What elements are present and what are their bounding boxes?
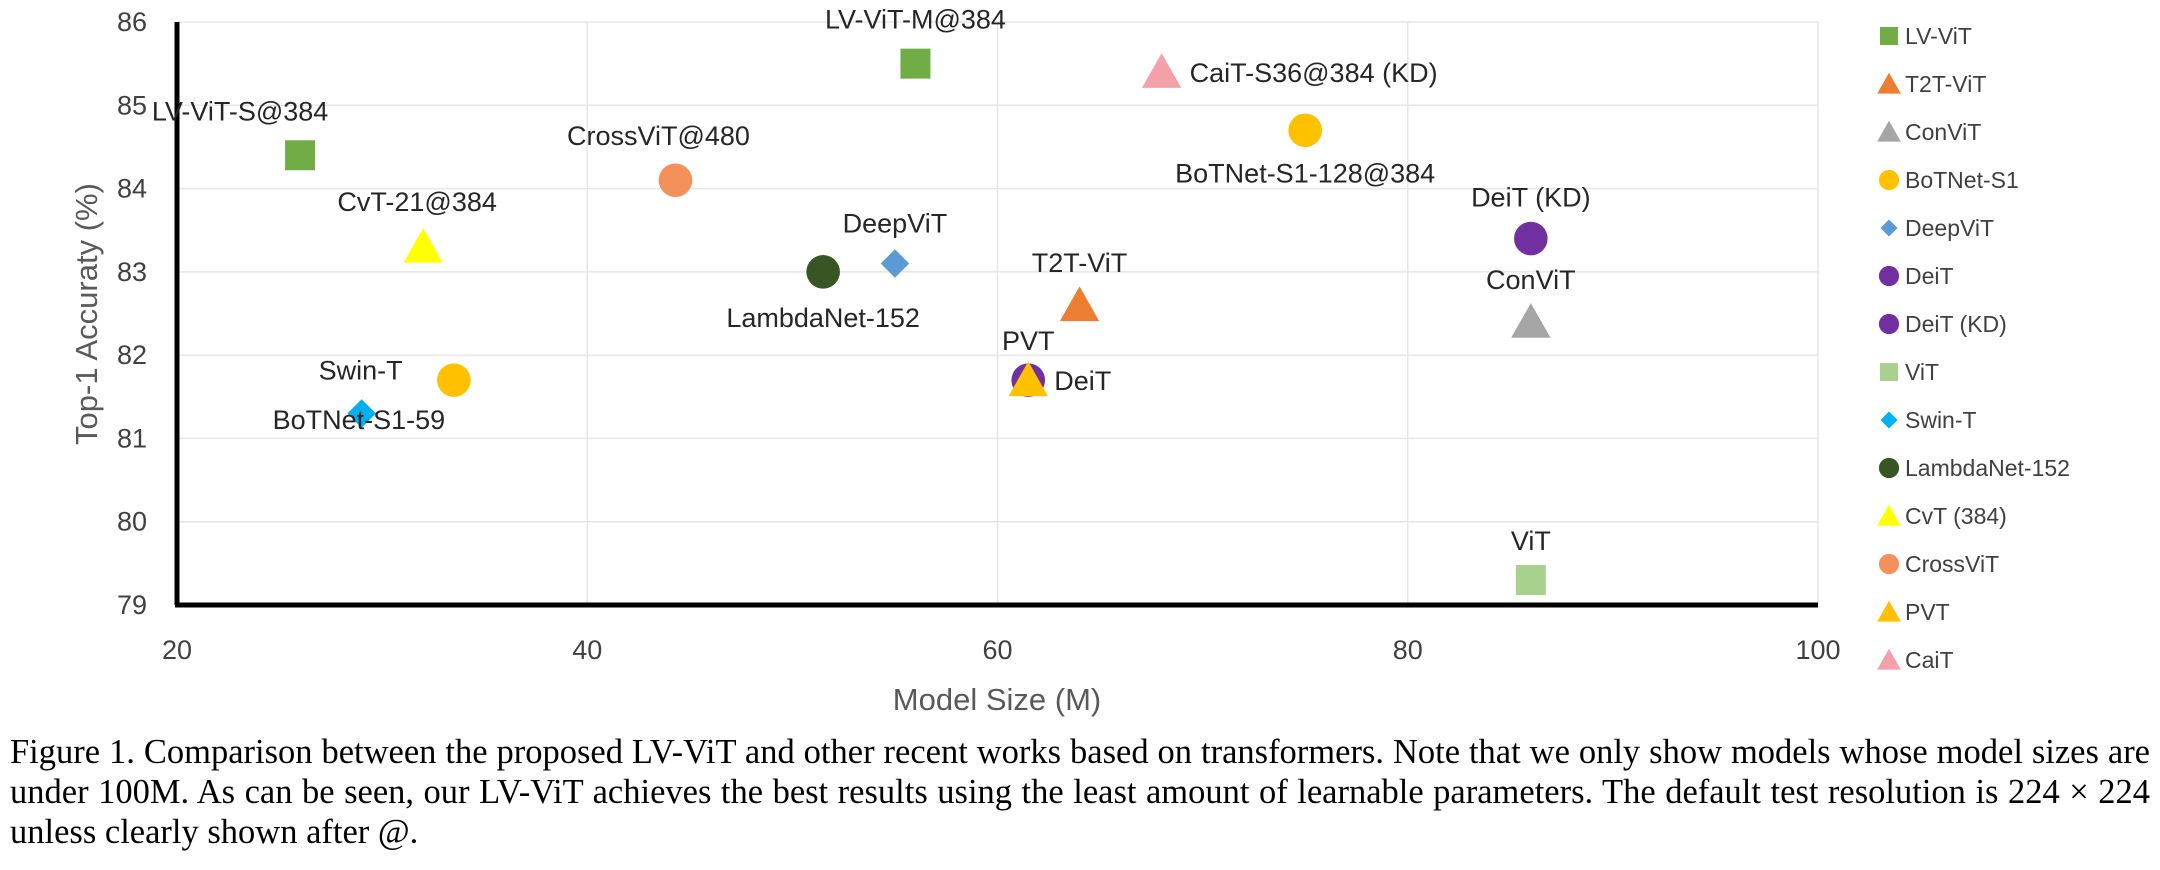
point-cait-s36-384-kd xyxy=(1141,53,1182,88)
tick-labels: 79 80 81 82 83 84 85 86 20 40 60 80 100 xyxy=(117,7,1841,665)
point-label-t2t-vit: T2T-ViT xyxy=(1032,248,1128,278)
y-tick-label: 82 xyxy=(117,340,147,370)
point-vit xyxy=(1515,565,1546,596)
legend: LV-ViT T2T-ViT ConViT BoTNet-S1 DeepViT DeiT D… xyxy=(1877,23,2070,673)
legend-marker-deit-kd xyxy=(1878,313,1900,335)
data-points xyxy=(285,48,1551,596)
point-label-lambdanet-152: LambdaNet-152 xyxy=(726,303,920,333)
point-label-cvt-21-384: CvT-21@384 xyxy=(337,187,496,217)
legend-item-cait: CaiT xyxy=(1877,647,1954,673)
x-tick-label: 40 xyxy=(572,635,602,665)
axes xyxy=(174,22,1818,608)
point-label-cait-s36-384-kd: CaiT-S36@384 (KD) xyxy=(1190,58,1438,88)
legend-item-deit-kd: DeiT (KD) xyxy=(1878,311,2007,337)
legend-marker-swin-t xyxy=(1880,411,1898,429)
y-tick-label: 83 xyxy=(117,257,147,287)
figure-caption: Figure 1. Comparison between the propose… xyxy=(10,733,2150,851)
point-deit-kd xyxy=(1514,221,1548,256)
y-tick-label: 79 xyxy=(117,590,147,620)
legend-item-pvt: PVT xyxy=(1877,599,1950,625)
point-label-convit: ConViT xyxy=(1486,265,1576,295)
legend-label: ViT xyxy=(1905,359,1939,385)
point-swin-t xyxy=(347,399,376,428)
legend-label: DeepViT xyxy=(1905,215,1994,241)
y-tick-label: 85 xyxy=(117,90,147,120)
legend-label: DeiT (KD) xyxy=(1905,311,2007,337)
gridlines xyxy=(177,21,1819,606)
point-label-vit: ViT xyxy=(1511,526,1551,556)
point-lv-vit-m-384 xyxy=(900,48,931,79)
scatter-chart: 79 80 81 82 83 84 85 86 20 40 60 80 100 Model Size (… xyxy=(69,5,2070,717)
point-botnet-s1-59 xyxy=(437,363,471,397)
y-tick-label: 80 xyxy=(117,507,147,537)
point-deepvit xyxy=(880,249,910,278)
legend-marker-vit xyxy=(1880,363,1898,381)
y-tick-label: 86 xyxy=(117,7,147,37)
y-tick-label: 81 xyxy=(117,423,147,453)
legend-marker-pvt xyxy=(1877,600,1901,622)
x-tick-label: 60 xyxy=(982,635,1012,665)
legend-marker-lv-vit xyxy=(1880,27,1898,45)
legend-label: LV-ViT xyxy=(1905,23,1972,49)
legend-marker-cvt-384 xyxy=(1877,504,1901,526)
point-pvt xyxy=(1008,361,1048,397)
point-label-lv-vit-s-384: LV-ViT-S@384 xyxy=(152,96,329,126)
point-label-deepvit: DeepViT xyxy=(843,209,948,239)
legend-item-t2t-vit: T2T-ViT xyxy=(1877,71,1986,97)
legend-marker-lambdanet-152 xyxy=(1878,457,1900,479)
point-lambdanet-152 xyxy=(806,255,840,289)
legend-label: Swin-T xyxy=(1905,407,1977,433)
legend-marker-crossvit xyxy=(1878,553,1900,575)
x-tick-label: 100 xyxy=(1795,635,1840,665)
legend-label: T2T-ViT xyxy=(1905,71,1986,97)
legend-label: CrossViT xyxy=(1905,551,1999,577)
legend-item-lambdanet-152: LambdaNet-152 xyxy=(1878,455,2070,481)
legend-item-lv-vit: LV-ViT xyxy=(1880,23,1972,49)
legend-label: CvT (384) xyxy=(1905,503,2007,529)
legend-label: PVT xyxy=(1905,599,1950,625)
legend-item-crossvit: CrossViT xyxy=(1878,551,1999,577)
legend-label: CaiT xyxy=(1905,647,1954,673)
legend-label: DeiT xyxy=(1905,263,1954,289)
point-cvt-21-384 xyxy=(403,228,443,263)
point-label-lv-vit-m-384: LV-ViT-M@384 xyxy=(825,5,1006,35)
legend-marker-cait xyxy=(1877,648,1901,670)
x-tick-label: 20 xyxy=(162,635,192,665)
y-axis-title: Top-1 Accuraty (%) xyxy=(69,183,104,445)
y-tick-label: 84 xyxy=(117,174,147,204)
legend-item-cvt-384: CvT (384) xyxy=(1877,503,2007,529)
point-label-botnet-s1-128-384: BoTNet-S1-128@384 xyxy=(1175,158,1435,188)
point-convit xyxy=(1511,303,1551,338)
point-labels: LV-ViT-S@384 LV-ViT-M@384 T2T-ViT ConViT BoT… xyxy=(152,5,1591,556)
legend-marker-deit xyxy=(1878,265,1900,287)
point-label-crossvit-480: CrossViT@480 xyxy=(567,121,750,151)
point-lv-vit-s-384 xyxy=(285,140,316,171)
point-label-deit: DeiT xyxy=(1054,366,1111,396)
legend-item-botnet-s1: BoTNet-S1 xyxy=(1878,167,2019,193)
legend-label: ConViT xyxy=(1905,119,1981,145)
point-label-botnet-s1-59: BoTNet-S1-59 xyxy=(273,405,446,435)
point-t2t-vit xyxy=(1059,286,1100,322)
legend-label: LambdaNet-152 xyxy=(1905,455,2070,481)
point-label-deit-kd: DeiT (KD) xyxy=(1471,183,1591,213)
point-label-swin-t: Swin-T xyxy=(319,355,403,385)
legend-marker-t2t-vit xyxy=(1877,72,1901,94)
legend-label: BoTNet-S1 xyxy=(1905,167,2019,193)
x-tick-label: 80 xyxy=(1393,635,1423,665)
legend-item-vit: ViT xyxy=(1880,359,1939,385)
x-axis-title: Model Size (M) xyxy=(893,682,1101,717)
legend-marker-botnet-s1 xyxy=(1878,169,1900,191)
legend-marker-convit xyxy=(1877,120,1901,142)
legend-item-deit: DeiT xyxy=(1878,263,1954,289)
legend-item-deepvit: DeepViT xyxy=(1880,215,1994,241)
point-botnet-s1-128-384 xyxy=(1288,113,1322,148)
point-label-pvt: PVT xyxy=(1002,326,1055,356)
legend-item-swin-t: Swin-T xyxy=(1880,407,1977,433)
legend-marker-deepvit xyxy=(1880,219,1898,237)
point-crossvit-480 xyxy=(658,163,693,198)
legend-item-convit: ConViT xyxy=(1877,119,1981,145)
